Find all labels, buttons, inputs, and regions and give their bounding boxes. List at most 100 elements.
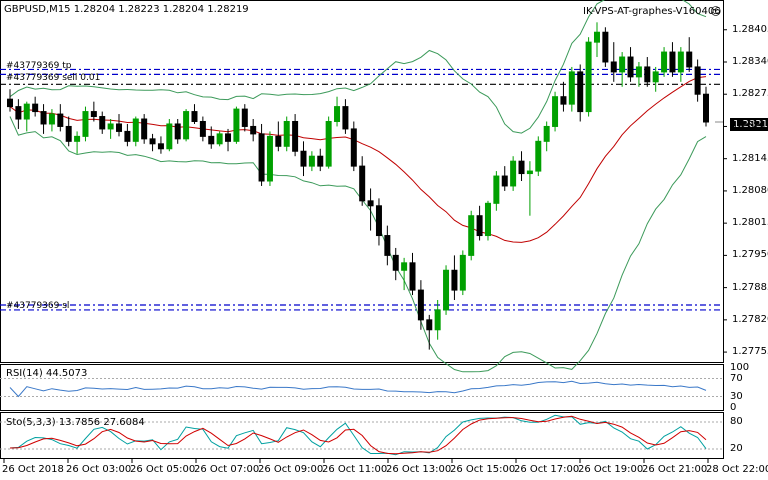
time-label: 26 Oct 15:00 — [450, 464, 516, 475]
candle-body — [40, 111, 47, 125]
time-label: 26 Oct 13:00 — [386, 464, 452, 475]
time-label: 28 Oct 22:00 — [706, 464, 768, 475]
time-label: 26 Oct 19:00 — [578, 464, 644, 475]
candle-body — [141, 118, 148, 140]
rsi-panel-frame — [0, 364, 724, 411]
time-label: 26 Oct 17:00 — [514, 464, 580, 475]
price-label: 1.28145 — [732, 152, 768, 164]
candle-body — [132, 118, 139, 142]
moving-average-line — [9, 76, 707, 243]
candle-body — [82, 111, 89, 137]
candle-body — [99, 116, 106, 130]
candle-body — [241, 108, 248, 127]
main-panel-frame — [0, 0, 724, 363]
candle-body — [409, 262, 416, 291]
candle-body — [627, 56, 634, 78]
candle-body — [493, 175, 500, 204]
candle-body — [191, 111, 198, 122]
candle-body — [292, 120, 299, 152]
candle-body — [23, 103, 30, 120]
candle-body — [308, 155, 315, 167]
candle-body — [15, 106, 22, 120]
candle-body — [317, 155, 324, 167]
rsi-axis-label: 30 — [730, 390, 743, 402]
candle-body — [124, 130, 131, 142]
price-label: 1.28080 — [732, 184, 768, 196]
candle-body — [384, 235, 391, 256]
price-label: 1.28405 — [732, 23, 768, 35]
bollinger-upper-line — [9, 0, 707, 134]
candle-body — [535, 140, 542, 172]
candle-body — [543, 125, 550, 142]
time-label: 26 Oct 09:00 — [258, 464, 324, 475]
candle-body — [250, 125, 257, 135]
candle-body — [166, 123, 173, 150]
rsi-line — [9, 380, 707, 398]
candle-body — [74, 135, 81, 142]
candle-body — [417, 289, 424, 321]
candle-body — [526, 170, 533, 175]
candle-body — [32, 103, 39, 113]
price-label: 1.27755 — [732, 346, 768, 358]
sto-axis-label: 80 — [730, 416, 743, 427]
candle-body — [7, 98, 13, 108]
candle-body — [476, 215, 483, 237]
price-label: 1.27885 — [732, 281, 768, 293]
order-sell-label: #43779369 sell 0.01 — [6, 73, 101, 83]
candle-body — [275, 135, 282, 147]
candle-body — [577, 71, 584, 113]
price-label: 1.28340 — [732, 55, 768, 67]
sto-panel-frame — [0, 412, 724, 459]
rsi-axis-label: 0 — [730, 402, 737, 413]
sto-main-line — [9, 414, 707, 456]
candle-body — [652, 71, 659, 83]
candle-body — [334, 106, 341, 122]
candle-body — [501, 175, 508, 187]
time-label: 26 Oct 07:00 — [194, 464, 260, 475]
candle-body — [661, 51, 668, 73]
time-label: 26 Oct 03:00 — [66, 464, 132, 475]
time-label: 26 Oct 11:00 — [322, 464, 388, 475]
candle-body — [174, 123, 181, 140]
candle-body — [107, 123, 114, 130]
price-label: 1.27950 — [732, 249, 768, 261]
candle-body — [157, 143, 164, 150]
candle-body — [116, 123, 123, 132]
rsi-axis-label: 70 — [730, 372, 743, 384]
candle-body — [518, 160, 525, 175]
rsi-label: RSI(14) 44.5073 — [6, 368, 88, 379]
candle-body — [342, 106, 349, 130]
candle-body — [434, 309, 441, 331]
candle-body — [367, 200, 374, 207]
candle-body — [686, 51, 693, 68]
candle-body — [350, 128, 357, 167]
candle-body — [619, 56, 626, 73]
candle-body — [568, 71, 575, 105]
candle-body — [426, 319, 433, 331]
candle-body — [694, 66, 701, 95]
sto-axis-label: 20 — [730, 443, 743, 454]
candle-body — [560, 96, 567, 105]
time-label: 26 Oct 21:00 — [642, 464, 708, 475]
candle-body — [669, 51, 676, 73]
candle-body — [459, 254, 466, 291]
smiley-icon: ☺ — [710, 5, 722, 18]
candle-body — [703, 93, 709, 123]
candle-body — [266, 135, 273, 182]
sto-signal-line — [9, 415, 707, 455]
candle-body — [65, 125, 72, 142]
candle-body — [216, 133, 223, 145]
candle-body — [585, 41, 592, 113]
candle-body — [602, 31, 609, 63]
time-label: 26 Oct 05:00 — [130, 464, 196, 475]
candle-body — [468, 215, 475, 256]
candle-body — [90, 111, 97, 118]
candle-body — [510, 160, 517, 187]
candle-body — [552, 96, 559, 127]
candle-body — [593, 31, 600, 43]
candle-body — [392, 254, 399, 271]
candle-body — [375, 205, 382, 237]
price-label: 1.28210 — [732, 120, 768, 132]
candle-body — [635, 66, 642, 78]
